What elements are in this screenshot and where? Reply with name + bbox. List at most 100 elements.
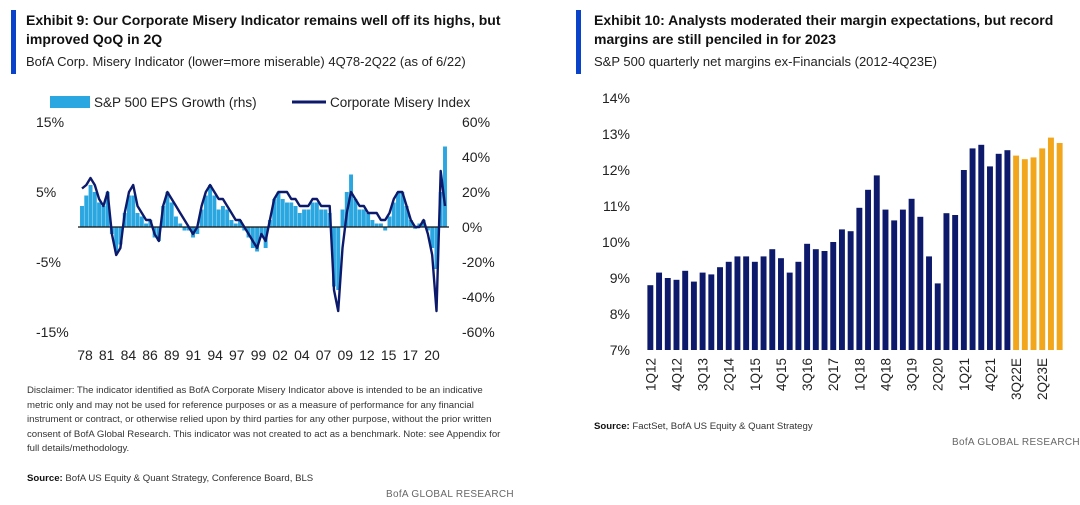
right-axis-tick-label: 60% [462,114,490,130]
eps-growth-bar [135,213,140,227]
right-axis-tick-label: -20% [462,254,495,270]
x-axis-tick-label: 94 [207,347,223,363]
eps-growth-bar [203,195,208,227]
eps-growth-bar [280,199,285,227]
x-axis-tick-label: 3Q13 [696,358,711,391]
x-axis-tick-label: 20 [424,347,440,363]
x-axis-tick-label: 02 [272,347,288,363]
eps-growth-bar [374,223,379,227]
margin-bar [1004,150,1011,350]
source-text: BofA US Equity & Quant Strategy, Confere… [65,473,314,484]
eps-growth-bar [293,206,298,227]
eps-growth-bar [80,206,84,227]
exhibit-10-title: Exhibit 10: Analysts moderated their mar… [594,12,1054,47]
x-axis-tick-label: 1Q18 [852,358,867,391]
margin-bar [690,281,697,350]
y-axis-tick-label: 12% [602,162,630,178]
eps-growth-bar [195,227,200,234]
x-axis-tick-label: 2Q14 [722,358,737,392]
x-axis-tick-label: 15 [381,347,397,363]
margin-bar [769,249,776,350]
eps-growth-bar [216,209,221,227]
eps-growth-bar [139,216,144,227]
margin-bar [960,170,967,350]
eps-growth-bar [238,220,242,227]
legend-label-eps: S&P 500 EPS Growth (rhs) [94,95,257,110]
exhibit-9-credit: BofA GLOBAL RESEARCH [386,489,514,500]
eps-growth-bar [229,220,234,227]
margin-bar [812,249,819,350]
x-axis-tick-label: 2Q23E [1035,358,1050,400]
eps-growth-bar [199,209,204,227]
eps-growth-bar [161,206,166,227]
eps-growth-bar [434,227,439,269]
margin-bar [873,175,880,350]
eps-growth-bar [310,202,315,227]
eps-growth-bar [255,227,260,252]
eps-growth-bar [144,223,149,227]
eps-growth-bar [391,202,396,227]
margin-bar [952,215,959,350]
margin-bar [760,256,767,350]
margin-bar [891,220,898,350]
y-axis-tick-label: 7% [610,342,630,358]
margin-bar [656,272,663,350]
margin-bar [882,209,889,350]
forecast-margin-bar [1030,157,1037,350]
eps-growth-bar [212,195,217,227]
x-axis-tick-label: 2Q20 [931,358,946,391]
margin-bar [847,231,854,350]
exhibit-10-panel: Exhibit 10: Analysts moderated their mar… [572,0,1080,505]
left-axis-tick-label: -15% [36,324,69,340]
x-axis-tick-label: 17 [403,347,419,363]
right-axis-tick-label: 40% [462,149,490,165]
margin-bar [734,256,741,350]
eps-growth-bar [387,216,392,227]
y-axis-tick-label: 13% [602,126,630,142]
legend-swatch-eps [50,96,90,108]
forecast-margin-bar [1056,143,1063,350]
margin-bar [830,242,837,350]
margin-bar [682,270,689,350]
forecast-margin-bar [1047,137,1054,350]
eps-growth-bar [259,227,264,238]
y-axis-tick-label: 10% [602,234,630,250]
eps-growth-bar [285,202,289,227]
eps-growth-bar [353,199,358,227]
margin-bar [751,261,758,350]
x-axis-tick-label: 3Q22E [1009,358,1024,400]
y-axis-tick-label: 11% [603,198,630,214]
eps-growth-bar [101,206,106,227]
exhibit-9-subtitle: BofA Corp. Misery Indicator (lower=more … [26,54,466,69]
eps-growth-bar [233,223,238,227]
eps-growth-bar [349,174,354,227]
y-axis-tick-label: 8% [610,306,630,322]
margin-bar [699,272,706,350]
margin-bar [743,256,750,350]
margin-bar [664,278,671,350]
eps-growth-bar [396,192,400,227]
misery-index-line [81,169,447,313]
eps-growth-bar [173,216,178,227]
eps-growth-bar [297,213,302,227]
x-axis-tick-label: 2Q17 [826,358,841,391]
eps-growth-bar [165,192,170,227]
eps-growth-bar [340,209,345,227]
margin-bar [995,153,1002,350]
exhibit-9-title: Exhibit 9: Our Corporate Misery Indicato… [26,12,501,47]
eps-growth-bar [250,227,255,248]
eps-growth-bar [225,209,230,227]
eps-growth-bar [361,209,366,227]
exhibit-9-panel: Exhibit 9: Our Corporate Misery Indicato… [11,10,514,500]
x-axis-tick-label: 99 [251,347,267,363]
eps-growth-bar [366,213,371,227]
forecast-margin-bar [1013,155,1020,350]
left-axis-tick-label: 15% [36,114,64,130]
source-label: Source: [27,473,63,484]
net-margins-chart: 7% 8% 9% 10% 11% 12% 13% 14% 1Q12 4Q12 3Q13 2Q14 1Q1… [602,90,1063,400]
eps-growth-bar [314,202,319,227]
margin-bar [856,207,863,350]
eps-growth-bar [92,192,97,227]
eps-growth-bar [88,185,93,227]
eps-growth-bar [302,209,307,227]
